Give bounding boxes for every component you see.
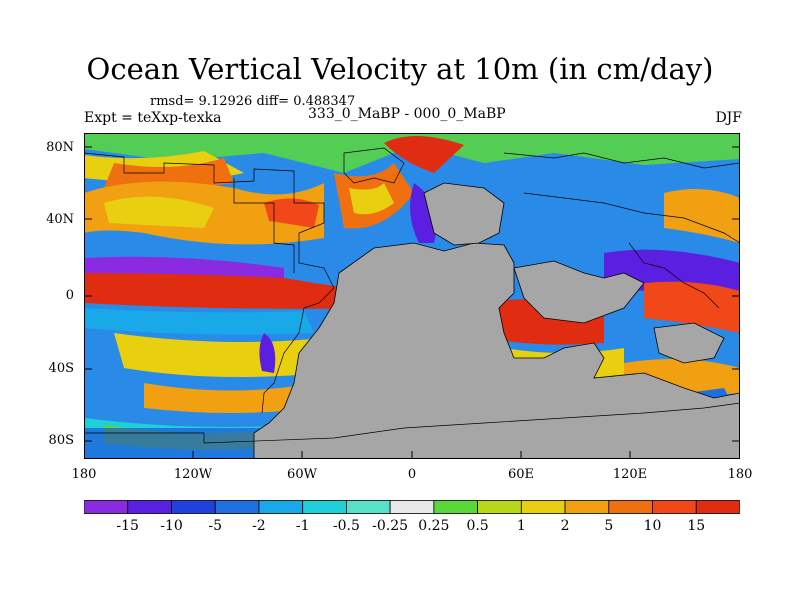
colorbar-swatch <box>695 500 740 514</box>
comparison-label: 333_0_MaBP - 000_0_MaBP <box>308 106 506 122</box>
axis-ticks <box>84 146 740 459</box>
map-title: Ocean Vertical Velocity at 10m (in cm/da… <box>86 52 714 86</box>
colorbar-label: -0.25 <box>372 518 409 534</box>
colorbar-label: 1 <box>516 518 526 534</box>
lon-label-180w: 180 <box>71 467 97 482</box>
colorbar-swatch <box>214 500 260 514</box>
colorbar-label: -1 <box>295 518 310 534</box>
colorbar-label: -10 <box>160 518 183 534</box>
colorbar-label: -2 <box>252 518 266 534</box>
lat-label-40s: 40S <box>48 361 74 376</box>
colorbar-swatch <box>433 500 478 514</box>
velocity-field <box>84 133 740 459</box>
lat-label-80s: 80S <box>48 433 74 448</box>
colorbar-label: 2 <box>560 518 570 534</box>
colorbar-swatch <box>127 500 172 514</box>
rmsd-diff-text: rmsd= 9.12926 diff= 0.488347 <box>150 94 356 109</box>
colorbar-label: 10 <box>643 518 662 534</box>
colorbar-swatch <box>608 500 653 514</box>
colorbar-label: 15 <box>687 518 706 534</box>
lon-label-180e: 180 <box>727 467 753 482</box>
colorbar-swatch <box>477 500 522 514</box>
lon-label-120w: 120W <box>173 467 213 482</box>
colorbar-swatch <box>520 500 566 514</box>
lat-label-0: 0 <box>65 288 74 303</box>
lon-label-60w: 60W <box>287 467 317 482</box>
colorbar-label: 0.25 <box>418 518 450 534</box>
colorbar-label: -15 <box>116 518 139 534</box>
season-label: DJF <box>715 110 742 126</box>
experiment-label: Expt = teXxp-texka <box>84 110 222 126</box>
colorbar-swatch <box>389 500 435 514</box>
colorbar-swatch <box>564 500 610 514</box>
lon-label-120e: 120E <box>612 467 648 482</box>
colorbar-swatch <box>652 500 697 514</box>
lat-label-80n: 80N <box>46 140 74 155</box>
colorbar-label: -5 <box>208 518 222 534</box>
lat-label-40n: 40N <box>46 212 74 227</box>
velocity-map <box>84 133 740 459</box>
colorbar-label: -0.5 <box>332 518 360 534</box>
colorbar-swatch <box>302 500 347 514</box>
colorbar-swatch <box>258 500 304 514</box>
colorbar <box>84 500 740 514</box>
colorbar-swatch <box>171 500 216 514</box>
colorbar-label: 5 <box>604 518 614 534</box>
coastlines <box>84 147 740 444</box>
colorbar-swatch <box>84 500 129 514</box>
colorbar-label: 0.5 <box>466 518 489 534</box>
land-masses <box>253 182 740 459</box>
colorbar-swatch <box>345 500 391 514</box>
lon-label-0: 0 <box>407 467 417 482</box>
lon-label-60e: 60E <box>507 467 535 482</box>
